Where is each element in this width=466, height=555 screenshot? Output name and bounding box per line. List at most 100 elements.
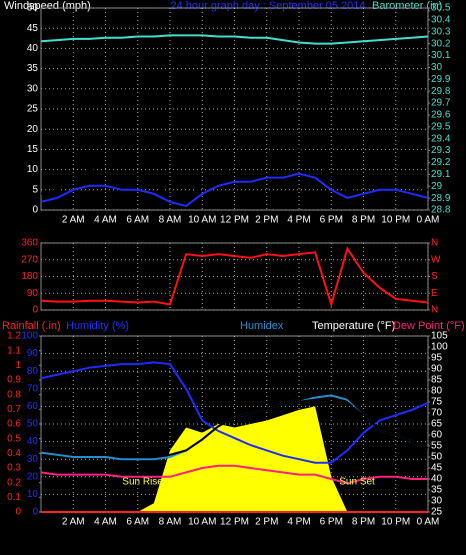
y-tick-label: 30.1 xyxy=(431,50,451,61)
x-tick-label: 6 PM xyxy=(320,517,343,528)
x-tick-label: 10 PM xyxy=(381,215,410,226)
y-tick-label: 0.2 xyxy=(7,477,21,488)
y-tick-label: 29.6 xyxy=(431,110,451,121)
humidex-title: Humidex xyxy=(240,320,284,332)
y-tick-label: 29.8 xyxy=(431,86,451,97)
y-tick-label: 30 xyxy=(431,62,443,73)
y-tick-label: 0.1 xyxy=(7,492,21,503)
y-tick-label: 29.9 xyxy=(431,74,451,85)
x-tick-label: 12 PM xyxy=(220,517,249,528)
annotation: Sun Set xyxy=(339,477,375,488)
x-tick-label: 2 AM xyxy=(62,215,85,226)
x-tick-label: 2 AM xyxy=(62,517,85,528)
wind-axis-title: Windspeed (mph) xyxy=(4,0,91,12)
y-tick-label: 50 xyxy=(27,3,39,14)
y-tick-label: 1.1 xyxy=(7,345,21,356)
y-tick-label: 29.3 xyxy=(431,145,451,156)
y-tick-label: 25 xyxy=(27,104,39,115)
y-tick-label: 0.7 xyxy=(7,404,21,415)
annotation: Sun Rise xyxy=(122,477,163,488)
y-tick-label: 29 xyxy=(431,181,443,192)
y-tick-label: 1 xyxy=(15,360,21,371)
y-tick-label: S xyxy=(431,271,438,282)
y-tick-label: 70 xyxy=(431,408,443,419)
y-tick-label: 15 xyxy=(27,144,39,155)
y-tick-label: 28.9 xyxy=(431,193,451,204)
y-tick-label: 40 xyxy=(27,436,39,447)
x-tick-label: 4 PM xyxy=(287,215,310,226)
x-tick-label: 6 AM xyxy=(126,517,149,528)
y-tick-label: E xyxy=(431,288,438,299)
y-tick-label: 60 xyxy=(27,401,39,412)
series-line xyxy=(40,148,429,204)
y-tick-label: 29.5 xyxy=(431,121,451,132)
y-tick-label: 28.8 xyxy=(431,205,451,216)
y-tick-label: 29.1 xyxy=(431,169,451,180)
y-tick-label: 20 xyxy=(27,124,39,135)
y-tick-label: 50 xyxy=(27,419,39,430)
y-tick-label: 95 xyxy=(431,353,443,364)
y-tick-label: 0.3 xyxy=(7,463,21,474)
series-line xyxy=(40,392,429,458)
x-tick-label: 0 AM xyxy=(417,517,440,528)
y-tick-label: 0.9 xyxy=(7,375,21,386)
y-tick-label: 30 xyxy=(27,454,39,465)
y-tick-label: 5 xyxy=(32,184,38,195)
y-tick-label: 10 xyxy=(27,164,39,175)
y-tick-label: 65 xyxy=(431,419,443,430)
y-tick-label: 0 xyxy=(32,507,38,518)
y-tick-label: 40 xyxy=(27,43,39,54)
y-tick-label: 30 xyxy=(431,496,443,507)
y-tick-label: 40 xyxy=(431,474,443,485)
x-tick-label: 4 PM xyxy=(287,517,310,528)
y-tick-label: 80 xyxy=(27,366,39,377)
y-tick-label: N xyxy=(431,238,438,249)
y-tick-label: 0 xyxy=(32,305,38,316)
y-tick-label: 180 xyxy=(21,271,38,282)
y-tick-label: 100 xyxy=(431,342,448,353)
y-tick-label: 0 xyxy=(15,507,21,518)
x-tick-label: 0 AM xyxy=(417,215,440,226)
y-tick-label: 45 xyxy=(27,23,39,34)
y-tick-label: 30.3 xyxy=(431,26,451,37)
y-tick-label: 50 xyxy=(431,452,443,463)
y-tick-label: 75 xyxy=(431,397,443,408)
x-tick-label: 8 PM xyxy=(352,517,375,528)
y-tick-label: 360 xyxy=(21,238,38,249)
y-tick-label: 1.2 xyxy=(7,331,21,342)
x-tick-label: 6 PM xyxy=(320,215,343,226)
x-tick-label: 10 AM xyxy=(188,517,216,528)
y-tick-label: 0.6 xyxy=(7,419,21,430)
series-line xyxy=(40,34,429,45)
y-tick-label: 0 xyxy=(32,205,38,216)
series-line xyxy=(40,361,429,464)
rain-title: Rainfall (.in) xyxy=(2,320,61,332)
y-tick-label: 100 xyxy=(21,331,38,342)
y-tick-label: 105 xyxy=(431,331,448,342)
y-tick-label: 45 xyxy=(431,463,443,474)
y-tick-label: 270 xyxy=(21,254,38,265)
y-tick-label: 20 xyxy=(27,471,39,482)
x-tick-label: 4 AM xyxy=(94,215,117,226)
barometer-axis-title: Barometer (in) xyxy=(372,0,442,12)
series-line xyxy=(40,172,429,208)
temperature-title: Temperature (°F) xyxy=(312,320,395,332)
y-tick-label: 35 xyxy=(431,485,443,496)
area xyxy=(41,406,428,512)
y-tick-label: 80 xyxy=(431,386,443,397)
y-tick-label: 90 xyxy=(27,288,39,299)
x-tick-label: 8 PM xyxy=(352,215,375,226)
humidity-title: Humidity (%) xyxy=(66,320,129,332)
dewpoint-title: Dew Point (°F) xyxy=(393,320,465,332)
y-tick-label: 10 xyxy=(27,489,39,500)
y-tick-label: 25 xyxy=(431,507,443,518)
y-tick-label: 70 xyxy=(27,383,39,394)
series-line xyxy=(40,246,429,308)
y-tick-label: 30.2 xyxy=(431,38,451,49)
y-tick-label: 29.7 xyxy=(431,98,451,109)
y-tick-label: 30.5 xyxy=(431,3,451,14)
chart-title: 24 hour graph day : September 05 2014 xyxy=(170,0,365,12)
y-tick-label: 29.2 xyxy=(431,157,451,168)
y-tick-label: 90 xyxy=(431,364,443,375)
